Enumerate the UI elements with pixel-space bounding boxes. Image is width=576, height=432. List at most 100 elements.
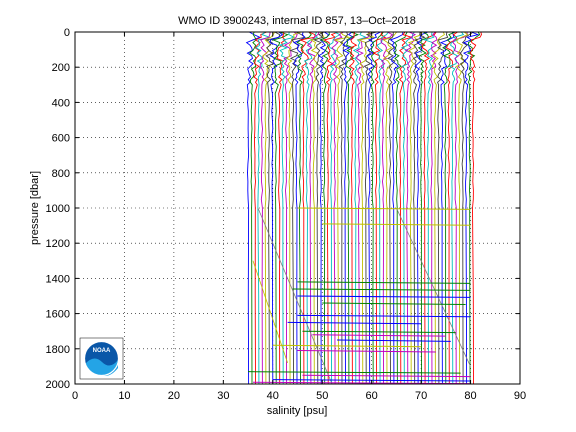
spike-line — [302, 330, 456, 334]
salinity-profile-line — [430, 31, 438, 385]
salinity-profile-line — [286, 31, 302, 385]
salinity-profile-line — [421, 31, 437, 385]
salinity-profile-line — [386, 31, 396, 385]
salinity-profile-line — [293, 31, 306, 385]
salinity-profile-line — [363, 31, 377, 385]
spike-line — [252, 381, 471, 385]
y-axis-label: pressure [dbar] — [29, 171, 41, 245]
x-tick-label: 30 — [217, 390, 229, 402]
salinity-profile-line — [442, 31, 456, 385]
salinity-profile-line — [309, 31, 325, 385]
plot-area — [245, 31, 482, 385]
y-tick-label: 1800 — [46, 344, 70, 356]
y-tick-label: 0 — [64, 27, 70, 39]
spike-line — [297, 281, 471, 284]
salinity-profile-line — [253, 31, 267, 385]
spike-line — [248, 371, 461, 374]
spike-line — [322, 223, 471, 226]
salinity-profile-line — [372, 31, 387, 385]
x-tick-label: 90 — [514, 390, 526, 402]
y-tick-label: 1200 — [46, 238, 70, 250]
spike-line — [312, 334, 446, 337]
salinity-profile-line — [393, 31, 408, 385]
spike-line — [292, 288, 471, 291]
spike-line — [297, 314, 471, 318]
salinity-profile-line — [356, 31, 376, 385]
salinity-profile-line — [417, 31, 430, 385]
y-tick-label: 400 — [52, 97, 70, 109]
y-tick-label: 1600 — [46, 309, 70, 321]
salinity-profile-line — [414, 31, 429, 385]
salinity-profile-line — [400, 31, 415, 385]
x-tick-label: 0 — [72, 390, 78, 402]
logo-text: NOAA — [93, 348, 111, 354]
salinity-profile-line — [312, 31, 325, 385]
salinity-profile-line — [462, 31, 480, 385]
salinity-profile-line — [370, 31, 384, 385]
drift-line — [396, 207, 471, 367]
salinity-profile-line — [276, 31, 287, 385]
spike-line — [297, 350, 436, 353]
salinity-profile-line — [289, 31, 307, 385]
spike-line — [287, 321, 422, 325]
x-tick-label: 50 — [316, 390, 328, 402]
salinity-profile-line — [376, 31, 389, 385]
logo-ring — [83, 340, 120, 377]
chart-title: WMO ID 3900243, internal ID 857, 13–Oct–… — [178, 15, 416, 27]
salinity-profile-line — [459, 31, 474, 385]
drift-line — [252, 260, 288, 364]
salinity-profile-line — [439, 31, 455, 385]
salinity-profile-line — [248, 31, 257, 385]
y-tick-label: 2000 — [46, 379, 70, 391]
spike-line — [302, 374, 471, 378]
salinity-profile-line — [404, 31, 417, 385]
spike-line — [297, 207, 471, 210]
salinity-profile-line — [448, 31, 465, 385]
drift-line — [257, 207, 333, 385]
salinity-profile-line — [398, 31, 414, 385]
salinity-profile-line — [380, 31, 394, 385]
x-tick-label: 10 — [118, 390, 130, 402]
salinity-profile-line — [271, 31, 289, 385]
salinity-profile-line — [283, 31, 298, 385]
salinity-profile-line — [317, 31, 330, 385]
salinity-profile-line — [255, 31, 272, 385]
salinity-profile-line — [342, 31, 355, 385]
salinity-profile-line — [466, 31, 481, 385]
salinity-profile-line — [328, 31, 341, 385]
salinity-profile-line — [296, 31, 312, 385]
x-axis-label: salinity [psu] — [267, 405, 328, 417]
salinity-profile-line — [348, 31, 358, 385]
x-tick-label: 80 — [464, 390, 476, 402]
logo-wave — [85, 358, 118, 376]
salinity-profile-line — [269, 31, 284, 385]
spike-line — [297, 295, 471, 298]
y-tick-label: 1400 — [46, 273, 70, 285]
noaa-logo: NOAA — [79, 337, 124, 380]
salinity-profile-line — [298, 31, 316, 385]
y-tick-label: 200 — [52, 62, 70, 74]
salinity-profile-line — [265, 31, 281, 385]
salinity-profile-line — [407, 31, 423, 385]
axis-ticks: 0 10 20 30 40 50 60 70 80 90 0 200 400 600 800 1000 1200… — [46, 27, 527, 402]
salinity-profile-line — [412, 31, 426, 385]
spike-line — [322, 302, 466, 305]
salinity-profile-line — [469, 31, 482, 385]
salinity-profile-line — [322, 31, 339, 385]
salinity-profile-line — [306, 31, 320, 385]
salinity-profile-line — [455, 31, 469, 385]
salinity-profile-line — [382, 31, 398, 385]
salinity-profile-line — [319, 31, 331, 385]
salinity-profile-line — [355, 31, 371, 385]
salinity-profile-line — [345, 31, 360, 385]
salinity-profile-line — [352, 31, 368, 385]
y-tick-label: 800 — [52, 168, 70, 180]
salinity-profile-line — [245, 31, 262, 385]
x-tick-label: 70 — [415, 390, 427, 402]
salinity-profile-line — [431, 31, 445, 385]
salinity-profile-line — [338, 31, 349, 385]
spike-line — [337, 339, 451, 342]
x-tick-label: 60 — [366, 390, 378, 402]
x-tick-label: 20 — [168, 390, 180, 402]
